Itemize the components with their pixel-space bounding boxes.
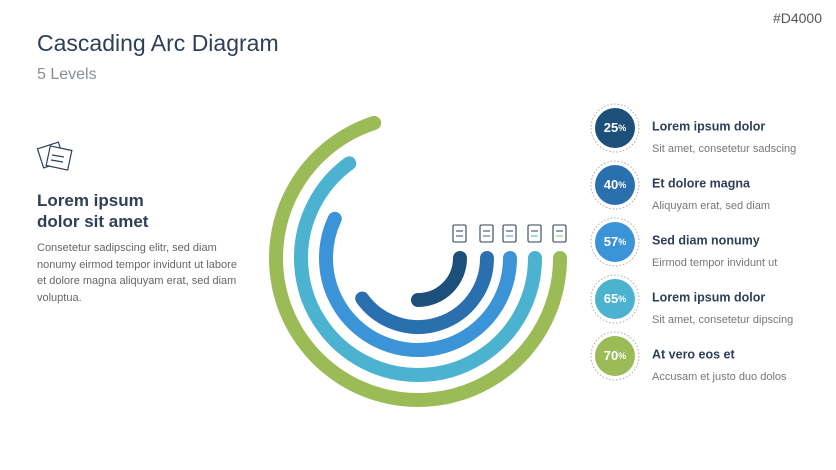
badge-label: 40%	[604, 177, 626, 192]
badge-value: 70	[604, 348, 618, 363]
badge-ring	[590, 160, 640, 210]
badge-unit: %	[618, 237, 626, 247]
level-icon	[479, 224, 494, 243]
level-title: Et dolore magna	[652, 176, 751, 190]
level-text: Aliquyam erat, sed diam	[652, 200, 770, 212]
arc	[355, 251, 494, 334]
arc	[411, 251, 467, 307]
arc	[319, 211, 517, 357]
subtitle: 5 Levels	[37, 66, 97, 83]
intro-body: Consetetur sadipscing elitr, sed diam no…	[37, 242, 237, 304]
badge-label: 70%	[604, 348, 626, 363]
tag: #D4000	[772, 10, 822, 26]
badge-label: 25%	[604, 120, 626, 135]
level-text: Sit amet, consetetur sadscing	[652, 143, 796, 155]
badge-unit: %	[618, 123, 626, 133]
level-icon	[502, 224, 517, 243]
badge	[595, 336, 635, 376]
intro-heading: Lorem ipsum dolor sit amet	[37, 191, 149, 231]
badge-value: 65	[604, 291, 618, 306]
level-text: Eirmod tempor invidunt ut	[652, 257, 777, 269]
notes-icon	[36, 141, 73, 171]
title: Cascading Arc Diagram	[37, 30, 279, 56]
badge-label: 65%	[604, 291, 626, 306]
level-title: Lorem ipsum dolor	[652, 290, 765, 304]
badge-ring	[590, 331, 640, 381]
arc	[294, 156, 542, 382]
level-text: Accusam et justo duo dolos	[652, 371, 787, 383]
badge-ring	[590, 103, 640, 153]
badge-value: 57	[604, 234, 618, 249]
badge	[595, 222, 635, 262]
arc	[269, 115, 567, 407]
level-text: Sit amet, consetetur dipscing	[652, 314, 793, 326]
badge	[595, 279, 635, 319]
badge-value: 25	[604, 120, 618, 135]
badge	[595, 165, 635, 205]
badge-ring	[590, 274, 640, 324]
badge-label: 57%	[604, 234, 626, 249]
level-title: At vero eos et	[652, 347, 736, 361]
badge-unit: %	[618, 180, 626, 190]
badge-unit: %	[618, 351, 626, 361]
level-title: Lorem ipsum dolor	[652, 119, 765, 133]
level-icon	[527, 224, 542, 243]
badge-value: 40	[604, 177, 618, 192]
level-icon	[552, 224, 567, 243]
level-icon	[452, 224, 467, 243]
badge	[595, 108, 635, 148]
badge-ring	[590, 217, 640, 267]
badge-unit: %	[618, 294, 626, 304]
level-title: Sed diam nonumy	[652, 233, 760, 247]
